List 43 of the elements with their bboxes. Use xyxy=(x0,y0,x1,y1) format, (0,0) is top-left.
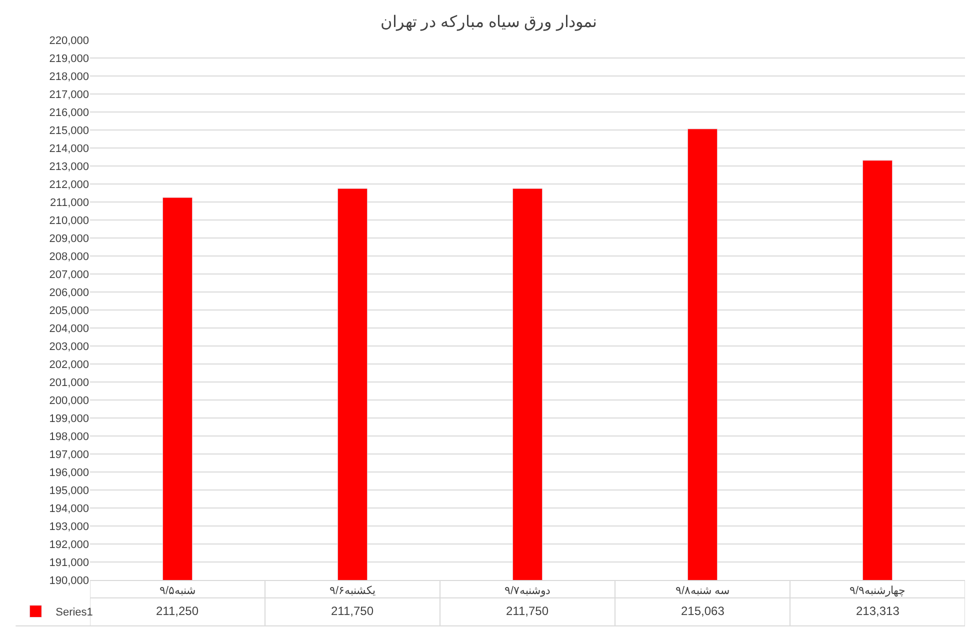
y-tick-label: 205,000 xyxy=(49,304,89,317)
y-tick-label: 206,000 xyxy=(49,286,89,299)
y-tick-label: 193,000 xyxy=(49,520,89,533)
y-tick-label: 216,000 xyxy=(49,106,89,119)
x-tick-label: یکشنبه۹/۶ xyxy=(329,585,376,598)
y-tick-label: 201,000 xyxy=(49,376,89,389)
y-tick-label: 219,000 xyxy=(49,52,89,65)
y-tick-label: 203,000 xyxy=(49,340,89,353)
y-tick-label: 208,000 xyxy=(49,250,89,263)
y-tick-label: 197,000 xyxy=(49,448,89,461)
y-tick-label: 213,000 xyxy=(49,160,89,173)
y-tick-label: 217,000 xyxy=(49,88,89,101)
y-tick-label: 212,000 xyxy=(49,178,89,191)
legend-label: Series1 xyxy=(56,606,93,619)
y-tick-label: 214,000 xyxy=(49,142,89,155)
x-tick-label: چهارشنبه۹/۹ xyxy=(849,585,906,598)
x-tick-label: سه شنبه۹/۸ xyxy=(675,585,730,598)
x-tick-label: شنبه۹/۵ xyxy=(159,585,196,598)
data-label: 211,250 xyxy=(156,604,199,618)
x-tick-label: دوشنبه۹/۷ xyxy=(504,585,551,598)
y-tick-label: 191,000 xyxy=(49,556,89,569)
y-tick-label: 200,000 xyxy=(49,394,89,407)
y-tick-label: 195,000 xyxy=(49,484,89,497)
y-tick-label: 218,000 xyxy=(49,70,89,83)
chart-title: نمودار ورق سیاه مبارکه در تهران xyxy=(380,14,597,32)
data-label: 215,063 xyxy=(681,604,725,618)
y-tick-label: 198,000 xyxy=(49,430,89,443)
y-tick-label: 192,000 xyxy=(49,538,89,551)
data-label: 211,750 xyxy=(506,604,549,618)
y-tick-label: 215,000 xyxy=(49,124,89,137)
y-tick-label: 209,000 xyxy=(49,232,89,245)
y-tick-label: 190,000 xyxy=(49,574,89,587)
y-tick-label: 210,000 xyxy=(49,214,89,227)
y-tick-label: 202,000 xyxy=(49,358,89,371)
y-tick-label: 211,000 xyxy=(50,196,89,209)
y-tick-label: 207,000 xyxy=(49,268,89,281)
y-tick-label: 204,000 xyxy=(49,322,89,335)
y-tick-label: 199,000 xyxy=(49,412,89,425)
data-label: 213,313 xyxy=(856,604,900,618)
y-tick-label: 220,000 xyxy=(49,34,89,47)
y-tick-label: 196,000 xyxy=(49,466,89,479)
data-label: 211,750 xyxy=(331,604,374,618)
y-tick-label: 194,000 xyxy=(49,502,89,515)
